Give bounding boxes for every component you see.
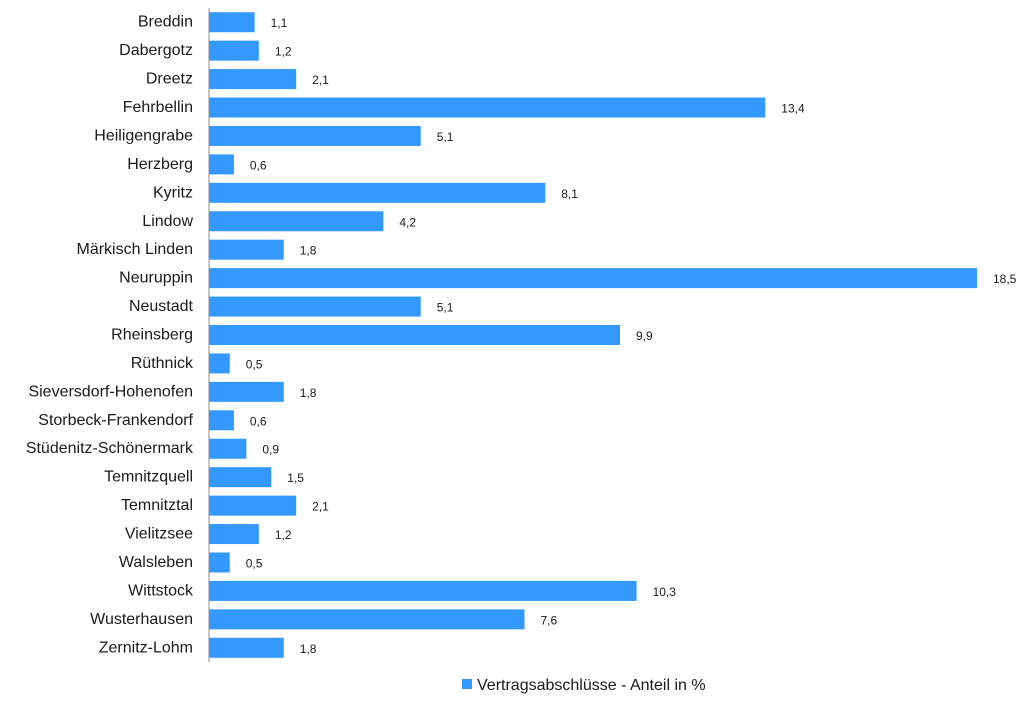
bar [209,296,421,317]
bar [209,239,284,260]
category-label: Rheinsberg [111,327,193,344]
value-label: 5,1 [437,301,454,315]
bar [209,467,272,488]
category-label: Breddin [138,14,193,31]
category-label: Neustadt [129,298,194,315]
bar [209,154,234,175]
value-label: 1,8 [300,244,317,258]
bar [209,69,297,90]
category-label: Neuruppin [119,270,193,287]
category-label: Vielitzsee [125,526,193,543]
category-label: Märkisch Linden [77,241,194,258]
bar [209,580,637,601]
value-label: 5,1 [437,130,454,144]
bar [209,552,230,573]
value-label: 0,9 [262,443,279,457]
category-label: Storbeck-Frankendorf [38,412,193,429]
value-label: 8,1 [561,187,578,201]
value-label: 0,5 [246,357,263,371]
bar [209,12,255,33]
category-label: Heiligengrabe [94,127,193,144]
bar [209,381,284,402]
category-label: Zernitz-Lohm [99,639,193,656]
value-label: 1,1 [271,16,288,30]
value-label: 7,6 [541,613,558,627]
value-label: 4,2 [399,215,416,229]
legend-label: Vertragsabschlüsse - Anteil in % [477,677,706,694]
category-label: Walsleben [119,554,193,571]
value-label: 0,5 [246,556,263,570]
value-label: 0,6 [250,414,267,428]
bar [209,182,546,203]
category-label: Rüthnick [131,355,194,372]
category-label: Herzberg [127,156,193,173]
value-label: 1,2 [275,528,292,542]
value-label: 10,3 [653,585,677,599]
category-label: Temnitzquell [104,469,193,486]
bar [209,495,297,516]
bar [209,353,230,374]
category-label: Lindow [142,213,193,230]
category-label: Wusterhausen [90,611,193,628]
value-label: 13,4 [781,102,805,116]
bar [209,268,977,289]
legend: Vertragsabschlüsse - Anteil in % [462,677,706,694]
value-label: 1,8 [300,642,317,656]
bar [209,410,234,431]
category-label: Temnitztal [121,497,193,514]
category-label: Sieversdorf-Hohenofen [28,383,193,400]
value-label: 18,5 [993,272,1017,286]
bar [209,438,247,459]
value-label: 2,1 [312,500,329,514]
bar [209,40,259,61]
value-label: 2,1 [312,73,329,87]
legend-swatch [462,679,472,689]
value-label: 1,2 [275,45,292,59]
bar [209,609,525,630]
category-label: Dabergotz [119,42,193,59]
category-label: Kyritz [153,184,193,201]
bars-layer: Breddin 1,1 Dabergotz 1,2 Dreetz 2,1 Fehrbelli… [26,12,1017,658]
value-label: 9,9 [636,329,653,343]
bar [209,524,259,545]
value-label: 1,8 [300,386,317,400]
category-label: Fehrbellin [123,99,193,116]
bar [209,637,284,658]
category-label: Dreetz [146,71,193,88]
category-label: Stüdenitz-Schönermark [26,440,194,457]
value-label: 1,5 [287,471,304,485]
value-label: 0,6 [250,158,267,172]
category-label: Wittstock [128,582,194,599]
bar [209,211,384,232]
bar [209,97,766,118]
bar [209,125,421,146]
bar [209,325,620,345]
